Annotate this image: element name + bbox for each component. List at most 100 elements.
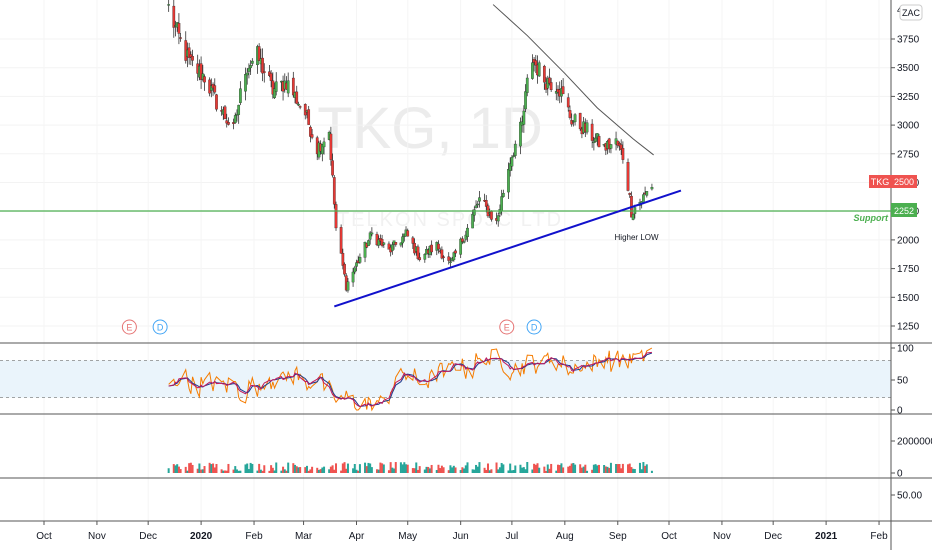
volume-bar xyxy=(543,466,546,473)
candle-body xyxy=(464,234,468,240)
volume-bar xyxy=(548,468,551,473)
extra-tick-label: 50.00 xyxy=(897,491,922,502)
candle-body xyxy=(203,76,206,83)
volume-bar xyxy=(507,470,510,473)
candle-body xyxy=(570,120,574,125)
price-tick-label: 2000 xyxy=(897,235,920,246)
volume-bar xyxy=(534,464,537,473)
volume-bar xyxy=(413,468,416,473)
volume-bar xyxy=(227,463,230,473)
volume-bar xyxy=(570,463,573,473)
volume-bar xyxy=(259,469,262,473)
candle-body xyxy=(631,213,635,220)
event-marker[interactable]: D xyxy=(152,319,168,335)
candle-body xyxy=(472,209,476,216)
volume-bar xyxy=(213,467,216,473)
volume-bar xyxy=(476,466,479,473)
volume-bar xyxy=(239,470,242,473)
candle-body xyxy=(269,73,273,81)
candle-body xyxy=(309,126,312,137)
stochastic-pane xyxy=(0,359,891,399)
volume-bar xyxy=(268,470,271,473)
candle-body xyxy=(471,214,474,229)
volume-bar xyxy=(375,469,378,473)
candle-body xyxy=(332,177,336,205)
support-label: Support xyxy=(854,213,889,223)
candle-body xyxy=(594,137,597,142)
volume-bar xyxy=(172,464,175,473)
price-tick-label: 3750 xyxy=(897,35,920,46)
event-marker[interactable]: E xyxy=(121,319,137,335)
candle-body xyxy=(548,77,551,84)
candle-body xyxy=(298,106,302,108)
event-label: E xyxy=(504,323,510,333)
trendline[interactable] xyxy=(333,189,682,308)
candle-body xyxy=(607,138,611,150)
volume-bar xyxy=(560,463,563,473)
volume-bar xyxy=(442,467,445,473)
volume-bar xyxy=(562,467,565,473)
volume-bar xyxy=(237,470,240,473)
volume-bar xyxy=(191,464,194,473)
candle-body xyxy=(322,141,326,148)
volume-bar xyxy=(538,467,541,473)
volume-bar xyxy=(353,464,356,473)
volume-bar xyxy=(323,466,326,473)
volume-bar xyxy=(377,469,380,473)
volume-bar xyxy=(500,462,503,473)
candle-body xyxy=(237,104,241,115)
volume-bar xyxy=(645,464,648,473)
candle-body xyxy=(225,120,229,124)
candle-body xyxy=(401,236,404,244)
volume-bar xyxy=(381,463,384,473)
event-marker[interactable]: D xyxy=(526,319,542,335)
volume-bar xyxy=(316,467,319,473)
volume-bar xyxy=(299,467,302,473)
currency-badge[interactable]: ZAC xyxy=(899,4,923,21)
volume-bar xyxy=(430,464,433,473)
candle-body xyxy=(295,91,299,104)
candle-body xyxy=(187,47,191,58)
volume-bar xyxy=(620,468,623,473)
company-watermark: TELKON SPOJC LTD xyxy=(337,209,563,231)
volume-bar xyxy=(464,465,467,473)
candle-body xyxy=(346,281,350,291)
volume-bar xyxy=(167,468,170,473)
candle-body xyxy=(597,135,601,148)
volume-bar xyxy=(244,464,247,473)
time-tick-label: Apr xyxy=(349,531,365,542)
price-tick-label: 3000 xyxy=(897,121,920,132)
candle-body xyxy=(513,143,517,156)
volume-bar xyxy=(606,466,609,473)
volume-bar xyxy=(333,469,336,473)
volume-bar xyxy=(536,463,539,473)
candle-body xyxy=(416,246,420,259)
volume-bar xyxy=(545,470,548,473)
candle-body xyxy=(223,106,227,120)
volume-bar xyxy=(521,467,524,473)
volume-bar xyxy=(411,468,414,473)
candle-body xyxy=(449,261,452,263)
event-marker[interactable]: E xyxy=(499,319,515,335)
time-tick-label: Sep xyxy=(609,531,627,542)
volume-pane xyxy=(167,462,653,473)
candle-body xyxy=(524,91,527,110)
volume-bar xyxy=(459,470,462,473)
volume-bar xyxy=(603,465,606,473)
volume-bar xyxy=(558,465,561,473)
volume-bar xyxy=(451,467,454,473)
volume-bar xyxy=(391,467,394,473)
volume-bar xyxy=(591,469,594,473)
volume-bar xyxy=(335,463,338,473)
volume-bar xyxy=(495,462,498,473)
candle-body xyxy=(274,81,278,92)
volume-bar xyxy=(177,466,180,473)
volume-bar xyxy=(488,470,491,473)
candle-body xyxy=(542,65,546,83)
volume-bar xyxy=(463,468,466,473)
candle-body xyxy=(549,82,553,91)
volume-bar xyxy=(328,469,331,473)
volume-bar xyxy=(256,470,259,473)
grid xyxy=(0,38,891,327)
